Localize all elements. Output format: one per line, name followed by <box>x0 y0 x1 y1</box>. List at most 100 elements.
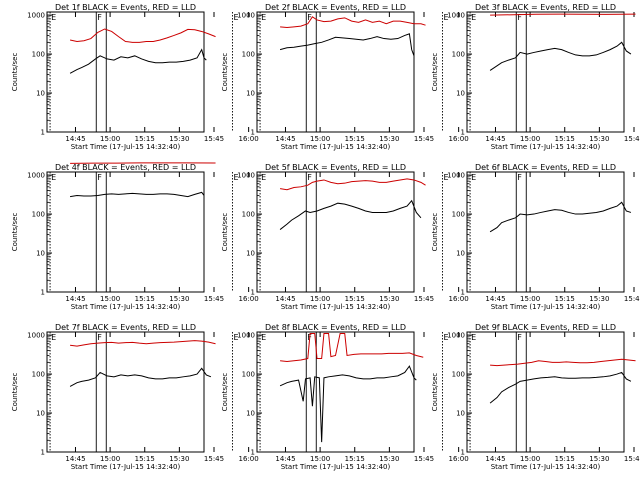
time-marker-label: F <box>97 13 102 22</box>
plot-frame <box>46 11 205 133</box>
x-tick-label: 15:15 <box>555 295 575 303</box>
x-tick-label: 16:00 <box>239 135 259 143</box>
y-tick-label: 100 <box>242 211 255 219</box>
time-marker-label: E <box>471 13 476 22</box>
y-tick-label: 10 <box>246 250 255 258</box>
events-series-line <box>489 371 632 404</box>
x-tick-label: 15:45 <box>624 295 640 303</box>
plot-frame <box>466 331 625 453</box>
lld-series-line <box>70 340 216 347</box>
y-tick-label: 1000 <box>27 12 45 20</box>
detector-panel: Det 6f BLACK = Events, RED = LLD 1 10 100 10… <box>431 163 640 311</box>
x-tick-label: 15:00 <box>310 455 330 463</box>
y-tick-label: 1 <box>251 449 255 457</box>
plot-frame <box>46 331 205 453</box>
plot-frame <box>256 11 415 133</box>
y-axis-label: Counts/sec <box>431 53 439 92</box>
x-tick-label: 16:00 <box>449 295 469 303</box>
detector-panel: Det 3f BLACK = Events, RED = LLD 1 10 100 10… <box>431 3 640 151</box>
y-tick-label: 100 <box>242 371 255 379</box>
y-tick-label: 1000 <box>27 172 45 180</box>
plot-frame <box>46 171 205 293</box>
x-tick-label: 15:30 <box>169 455 189 463</box>
time-marker-label: F <box>517 333 522 342</box>
time-marker-label: E <box>471 333 476 342</box>
x-tick-label: 14:45 <box>485 135 505 143</box>
y-tick-label: 1000 <box>447 12 465 20</box>
y-tick-label: 1000 <box>237 332 255 340</box>
x-axis-label: Start Time (17-Jul-15 14:32:40) <box>281 303 391 311</box>
time-marker-label: F <box>307 13 312 22</box>
time-marker-label: E <box>471 173 476 182</box>
x-tick-label: 15:45 <box>204 455 224 463</box>
lld-series-line <box>280 16 426 29</box>
y-tick-label: 1 <box>41 449 45 457</box>
x-tick-label: 15:15 <box>345 295 365 303</box>
x-tick-label: 15:15 <box>555 135 575 143</box>
lld-series-line <box>280 178 426 191</box>
y-axis-label: Counts/sec <box>11 213 19 252</box>
x-axis-label: Start Time (17-Jul-15 14:32:40) <box>491 463 601 471</box>
time-marker-label: F <box>517 13 522 22</box>
x-axis-label: Start Time (17-Jul-15 14:32:40) <box>71 303 181 311</box>
lld-series-line <box>490 13 636 16</box>
x-tick-label: 15:30 <box>169 295 189 303</box>
x-tick-label: 14:45 <box>65 295 85 303</box>
x-tick-label: 15:15 <box>135 455 155 463</box>
events-series-line <box>70 191 205 198</box>
time-marker-label: E <box>443 173 448 182</box>
events-series-line <box>279 33 415 57</box>
x-tick-label: 15:30 <box>589 455 609 463</box>
x-tick-label: 15:00 <box>520 295 540 303</box>
time-marker-label: E <box>261 13 266 22</box>
x-tick-label: 15:00 <box>100 135 120 143</box>
x-tick-label: 14:45 <box>485 295 505 303</box>
time-marker-label: E <box>233 13 238 22</box>
x-tick-label: 15:00 <box>310 135 330 143</box>
x-axis-label: Start Time (17-Jul-15 14:32:40) <box>491 143 601 151</box>
x-axis-label: Start Time (17-Jul-15 14:32:40) <box>71 463 181 471</box>
x-tick-label: 15:45 <box>414 135 434 143</box>
y-tick-label: 1 <box>461 129 465 137</box>
x-tick-label: 15:30 <box>379 295 399 303</box>
x-tick-label: 15:30 <box>379 135 399 143</box>
x-tick-label: 15:15 <box>345 455 365 463</box>
y-tick-label: 10 <box>36 250 45 258</box>
x-tick-label: 16:00 <box>449 455 469 463</box>
y-tick-label: 100 <box>242 51 255 59</box>
x-tick-label: 15:30 <box>589 135 609 143</box>
panel-title: Det 3f BLACK = Events, RED = LLD <box>475 3 616 12</box>
y-tick-label: 100 <box>452 211 465 219</box>
y-axis-label: Counts/sec <box>221 53 229 92</box>
x-tick-label: 15:00 <box>520 135 540 143</box>
y-axis-label: Counts/sec <box>11 373 19 412</box>
x-tick-label: 15:00 <box>520 455 540 463</box>
lld-series-line <box>280 332 424 363</box>
y-axis-label: Counts/sec <box>431 373 439 412</box>
panel-title: Det 4f BLACK = Events, RED = LLD <box>55 163 196 172</box>
plot-frame <box>466 11 625 133</box>
y-tick-label: 10 <box>36 410 45 418</box>
x-tick-label: 15:45 <box>204 295 224 303</box>
x-tick-label: 14:45 <box>275 295 295 303</box>
time-marker-label: E <box>51 173 56 182</box>
x-tick-label: 15:45 <box>204 135 224 143</box>
x-tick-label: 15:30 <box>589 295 609 303</box>
y-axis-label: Counts/sec <box>221 373 229 412</box>
x-tick-label: 15:15 <box>135 135 155 143</box>
time-marker-label: E <box>261 333 266 342</box>
panel-title: Det 2f BLACK = Events, RED = LLD <box>265 3 406 12</box>
y-tick-label: 1 <box>41 289 45 297</box>
y-tick-label: 1 <box>461 289 465 297</box>
detector-panel: Det 2f BLACK = Events, RED = LLD 1 10 100 10… <box>221 3 469 151</box>
panel-title: Det 9f BLACK = Events, RED = LLD <box>475 323 616 332</box>
time-marker-label: F <box>97 173 102 182</box>
y-tick-label: 1000 <box>447 172 465 180</box>
time-marker-label: E <box>443 333 448 342</box>
detector-panel: Det 8f BLACK = Events, RED = LLD 1 10 100 10… <box>221 323 469 471</box>
events-series-line <box>489 201 632 233</box>
y-tick-label: 100 <box>452 371 465 379</box>
y-tick-label: 10 <box>456 90 465 98</box>
x-tick-label: 15:00 <box>100 455 120 463</box>
